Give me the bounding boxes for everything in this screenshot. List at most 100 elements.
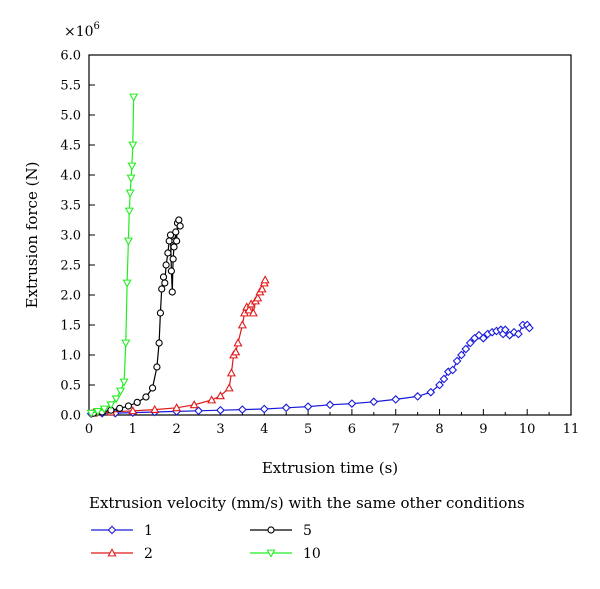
data-point-2 xyxy=(248,308,258,317)
legend-label-10: 10 xyxy=(303,546,321,562)
data-point-2 xyxy=(253,293,263,302)
y-tick-label: 1.0 xyxy=(60,349,81,364)
y-tick-label: 5.5 xyxy=(60,79,81,94)
data-point-5 xyxy=(153,363,161,371)
data-point-2 xyxy=(260,275,270,284)
data-point-1 xyxy=(452,356,462,366)
data-point-1 xyxy=(369,397,379,407)
data-point-1 xyxy=(439,374,449,384)
data-point-10 xyxy=(129,93,139,102)
data-point-10 xyxy=(99,405,109,414)
data-point-2 xyxy=(231,347,241,356)
x-tick-label: 4 xyxy=(260,422,268,437)
data-point-5 xyxy=(124,402,133,410)
data-point-5 xyxy=(142,393,150,401)
x-tick-label: 3 xyxy=(216,422,224,437)
series-layer xyxy=(86,93,534,419)
data-point-5 xyxy=(162,261,170,269)
y-tick-label: 0.5 xyxy=(60,379,81,394)
data-point-2 xyxy=(257,284,267,293)
legend-items: 1 5 2 10 xyxy=(91,523,321,562)
legend: Extrusion velocity (mm/s) with the same … xyxy=(89,494,525,562)
x-tick-label: 7 xyxy=(392,422,400,437)
data-point-5 xyxy=(164,249,172,257)
data-point-10 xyxy=(125,189,135,198)
legend-marker-10 xyxy=(266,549,276,558)
data-point-1 xyxy=(303,402,313,411)
series-2 xyxy=(88,275,270,417)
data-point-2 xyxy=(226,368,236,377)
x-tick-label: 10 xyxy=(519,422,536,437)
y-tick-label: 5.0 xyxy=(60,109,81,124)
data-point-1 xyxy=(347,399,357,408)
data-point-1 xyxy=(237,405,247,414)
y-tick-label: 3.5 xyxy=(60,199,81,214)
legend-marker-5 xyxy=(267,526,275,534)
y-tick-label: 4.0 xyxy=(60,169,81,184)
data-point-10 xyxy=(128,141,138,150)
legend-marker-2 xyxy=(107,548,117,557)
data-point-1 xyxy=(461,344,471,354)
data-point-1 xyxy=(391,395,401,404)
x-tick-label: 8 xyxy=(435,422,443,437)
legend-item-2: 2 xyxy=(91,546,153,562)
y-tick-label: 6.0 xyxy=(60,49,81,64)
data-point-10 xyxy=(93,407,103,417)
y-tick-label: 4.5 xyxy=(60,139,81,154)
x-axis-ticks: 0 1 2 3 4 5 6 7 8 9 10 11 xyxy=(85,409,579,437)
data-point-10 xyxy=(126,174,136,183)
legend-item-1: 1 xyxy=(91,523,153,539)
data-point-5 xyxy=(172,228,180,236)
data-point-10 xyxy=(123,237,133,246)
data-point-5 xyxy=(159,273,168,281)
data-point-5 xyxy=(168,288,176,296)
legend-item-5: 5 xyxy=(250,523,312,539)
data-point-5 xyxy=(133,398,141,407)
data-point-2 xyxy=(237,320,247,329)
data-point-5 xyxy=(176,222,184,230)
data-point-1 xyxy=(325,400,335,410)
data-point-5 xyxy=(148,384,157,392)
data-point-1 xyxy=(413,392,423,401)
plot-area-border xyxy=(88,54,572,416)
legend-title: Extrusion velocity (mm/s) with the same … xyxy=(89,494,525,512)
series-line-10 xyxy=(91,96,135,414)
series-line-5 xyxy=(93,218,181,414)
data-point-2 xyxy=(150,404,160,414)
data-point-5 xyxy=(173,237,181,245)
data-point-1 xyxy=(457,350,466,360)
x-tick-label: 2 xyxy=(172,422,180,437)
data-point-1 xyxy=(524,323,534,333)
data-point-5 xyxy=(158,285,166,293)
data-point-5 xyxy=(155,339,163,347)
data-point-1 xyxy=(281,403,291,413)
y-tick-label: 1.5 xyxy=(60,319,81,334)
data-point-10 xyxy=(127,162,137,171)
data-point-10 xyxy=(121,339,131,348)
data-point-5 xyxy=(169,255,177,263)
data-point-1 xyxy=(514,329,523,339)
plot-frame xyxy=(88,54,572,416)
x-tick-label: 5 xyxy=(304,422,312,437)
data-point-2 xyxy=(224,383,234,392)
data-point-2 xyxy=(207,395,217,404)
legend-marker-1 xyxy=(107,525,117,535)
data-point-5 xyxy=(161,279,169,287)
x-tick-label: 0 xyxy=(85,422,93,437)
y-multiplier: ×106 xyxy=(64,21,100,40)
data-point-1 xyxy=(194,406,203,416)
data-point-10 xyxy=(106,401,116,410)
data-point-1 xyxy=(478,333,488,343)
series-10 xyxy=(86,93,139,418)
legend-item-10: 10 xyxy=(250,546,321,562)
data-point-2 xyxy=(233,338,243,347)
data-point-10 xyxy=(111,395,121,404)
data-point-10 xyxy=(122,279,132,288)
data-point-1 xyxy=(426,387,436,397)
data-point-2 xyxy=(172,403,182,412)
y-axis-ticks: 0.0 0.5 1.0 1.5 2.0 2.5 3.0 3.5 4.0 4.5 5.0 5.5 6.0 xyxy=(60,49,95,424)
y-tick-label: 0.0 xyxy=(60,409,81,424)
data-point-1 xyxy=(465,338,475,348)
